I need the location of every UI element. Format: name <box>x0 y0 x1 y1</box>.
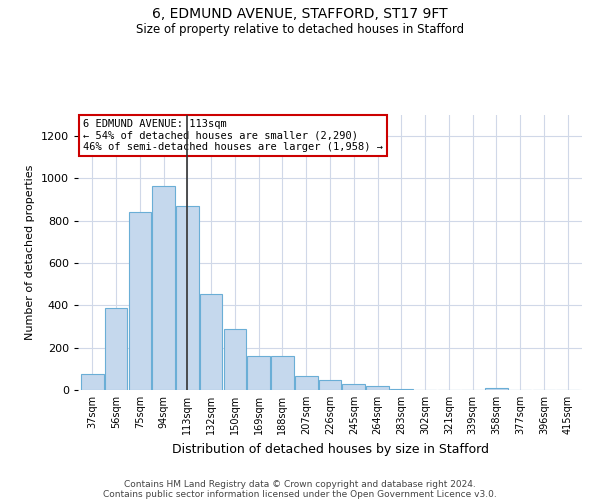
Bar <box>224 328 246 390</box>
Text: 6, EDMUND AVENUE, STAFFORD, ST17 9FT: 6, EDMUND AVENUE, STAFFORD, ST17 9FT <box>152 8 448 22</box>
Y-axis label: Number of detached properties: Number of detached properties <box>25 165 35 340</box>
Bar <box>271 356 294 390</box>
Text: 6 EDMUND AVENUE: 113sqm
← 54% of detached houses are smaller (2,290)
46% of semi: 6 EDMUND AVENUE: 113sqm ← 54% of detache… <box>83 119 383 152</box>
Text: Size of property relative to detached houses in Stafford: Size of property relative to detached ho… <box>136 22 464 36</box>
Bar <box>128 212 151 390</box>
Bar <box>81 374 104 390</box>
Bar <box>176 206 199 390</box>
Text: Contains HM Land Registry data © Crown copyright and database right 2024.
Contai: Contains HM Land Registry data © Crown c… <box>103 480 497 500</box>
Bar <box>319 380 341 390</box>
Bar <box>390 389 413 390</box>
Bar <box>295 376 317 390</box>
Text: Distribution of detached houses by size in Stafford: Distribution of detached houses by size … <box>172 442 488 456</box>
Bar <box>105 308 127 390</box>
Bar <box>247 356 270 390</box>
Bar <box>343 384 365 390</box>
Bar <box>152 186 175 390</box>
Bar <box>366 386 389 390</box>
Bar <box>200 294 223 390</box>
Bar <box>485 388 508 390</box>
